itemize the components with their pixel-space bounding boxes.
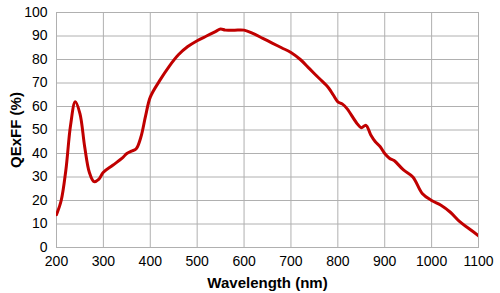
svg-text:1000: 1000 bbox=[416, 253, 447, 269]
svg-text:0: 0 bbox=[39, 239, 48, 255]
svg-text:40: 40 bbox=[32, 145, 48, 161]
svg-text:800: 800 bbox=[326, 253, 350, 269]
svg-text:20: 20 bbox=[32, 192, 48, 208]
svg-text:90: 90 bbox=[32, 27, 48, 43]
svg-text:500: 500 bbox=[185, 253, 209, 269]
svg-text:30: 30 bbox=[32, 168, 48, 184]
svg-text:QExFF (%): QExFF (%) bbox=[7, 92, 24, 168]
svg-text:80: 80 bbox=[32, 51, 48, 67]
svg-text:60: 60 bbox=[32, 98, 48, 114]
svg-text:70: 70 bbox=[32, 74, 48, 90]
svg-text:10: 10 bbox=[32, 215, 48, 231]
svg-text:1100: 1100 bbox=[463, 253, 493, 269]
svg-text:100: 100 bbox=[24, 4, 48, 20]
svg-text:900: 900 bbox=[373, 253, 397, 269]
svg-text:700: 700 bbox=[279, 253, 303, 269]
svg-text:300: 300 bbox=[92, 253, 116, 269]
svg-text:Wavelength (nm): Wavelength (nm) bbox=[207, 274, 327, 291]
svg-text:200: 200 bbox=[45, 253, 69, 269]
svg-text:400: 400 bbox=[139, 253, 163, 269]
svg-text:50: 50 bbox=[32, 121, 48, 137]
svg-text:600: 600 bbox=[232, 253, 256, 269]
